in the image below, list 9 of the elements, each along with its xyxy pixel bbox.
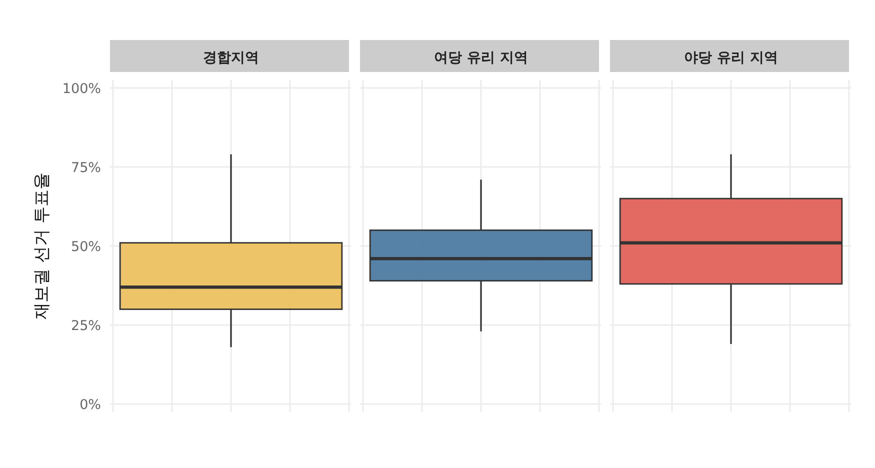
y-tick-label: 75% bbox=[70, 160, 102, 176]
x-tick-label: 야당 유리 지역 bbox=[684, 50, 778, 66]
y-axis-title: 재보궐 선거 투표율 bbox=[32, 172, 52, 320]
y-tick-label: 0% bbox=[80, 397, 102, 414]
y-tick-label: 100% bbox=[62, 80, 102, 97]
x-tick-label: 여당 유리 지역 bbox=[434, 50, 528, 66]
x-tick-label: 경합지역 bbox=[203, 50, 259, 66]
y-tick-label: 50% bbox=[70, 239, 102, 255]
y-tick-label: 25% bbox=[70, 318, 102, 334]
